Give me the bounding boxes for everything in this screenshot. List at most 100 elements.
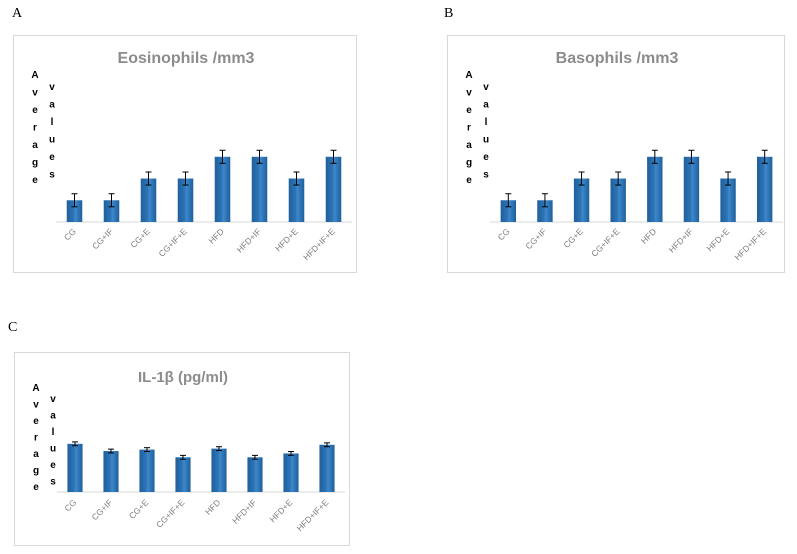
- x-tick-label: HFD+IF+E: [732, 226, 768, 262]
- x-tick-label: CG+E: [128, 226, 152, 250]
- bar-CG+E: [573, 178, 590, 222]
- bar-HFD: [647, 156, 663, 222]
- bar-CG+IF: [537, 200, 553, 222]
- svg-text:l: l: [485, 117, 488, 128]
- svg-text:a: a: [50, 411, 56, 422]
- bar-CG: [66, 200, 83, 222]
- svg-text:a: a: [32, 140, 38, 151]
- bar-CG+IF+E: [610, 178, 626, 222]
- error-bar-HFD: [219, 149, 226, 164]
- bar-HFD+E: [283, 453, 299, 492]
- svg-text:e: e: [33, 416, 39, 427]
- svg-text:l: l: [51, 117, 54, 128]
- error-bar-CG+IF: [541, 193, 548, 208]
- svg-text:s: s: [50, 477, 56, 488]
- bar-CG+IF+E: [177, 178, 194, 222]
- error-bar-CG+E: [144, 447, 150, 453]
- error-bar-HFD+E: [293, 171, 300, 186]
- svg-text:e: e: [483, 152, 489, 163]
- error-bar-CG+IF: [108, 193, 115, 208]
- bar-CG+E: [139, 449, 155, 492]
- error-bar-CG+IF+E: [182, 171, 189, 186]
- svg-text:A: A: [32, 383, 39, 394]
- x-tick-label: HFD+IF: [667, 226, 695, 254]
- bar-CG+IF+E: [175, 457, 191, 492]
- x-tick-label: HFD+IF+E: [301, 226, 337, 262]
- x-tick-label: CG: [62, 497, 78, 513]
- x-tick-label: HFD+E: [705, 226, 732, 253]
- error-bar-CG+E: [578, 171, 585, 186]
- x-tick-label: HFD: [206, 226, 225, 245]
- error-bar-HFD+E: [725, 171, 732, 186]
- bar-CG+IF: [103, 200, 120, 222]
- error-bar-HFD+IF: [688, 149, 695, 164]
- svg-text:e: e: [32, 105, 38, 116]
- svg-text:s: s: [49, 170, 55, 181]
- chart-title: Eosinophils /mm3: [118, 50, 255, 67]
- svg-text:a: a: [49, 100, 55, 111]
- bar-HFD: [211, 448, 227, 492]
- x-tick-label: CG+IF: [523, 226, 548, 251]
- svg-text:u: u: [49, 135, 55, 146]
- x-tick-label: CG+E: [127, 497, 151, 521]
- x-tick-label: CG+IF: [90, 226, 115, 251]
- error-bar-HFD+IF+E: [330, 149, 337, 164]
- svg-text:v: v: [33, 400, 39, 411]
- error-bar-HFD+E: [288, 451, 294, 456]
- svg-text:s: s: [483, 170, 489, 181]
- chart-title: Basophils /mm3: [556, 50, 679, 67]
- svg-text:v: v: [50, 394, 56, 405]
- bar-CG: [500, 200, 517, 222]
- error-bar-CG: [505, 193, 512, 208]
- error-bar-CG+E: [145, 171, 152, 186]
- svg-text:u: u: [483, 135, 489, 146]
- x-tick-label: CG+IF+E: [589, 226, 622, 259]
- bar-HFD+IF+E: [325, 156, 342, 222]
- x-tick-label: CG: [62, 226, 78, 242]
- bar-HFD: [214, 156, 231, 222]
- svg-text:e: e: [466, 175, 472, 186]
- x-tick-label: CG+IF+E: [154, 497, 187, 530]
- error-bar-HFD+IF: [252, 454, 258, 460]
- bar-CG: [67, 443, 83, 492]
- svg-text:l: l: [52, 427, 55, 438]
- x-tick-label: CG: [496, 226, 512, 242]
- bar-HFD+E: [720, 178, 736, 222]
- panel-letter-a: A: [12, 6, 23, 21]
- bar-CG+IF: [103, 451, 119, 492]
- svg-text:a: a: [33, 449, 39, 460]
- bar-HFD+E: [288, 178, 305, 222]
- svg-text:r: r: [34, 433, 38, 444]
- svg-text:g: g: [466, 158, 472, 169]
- error-bar-HFD: [216, 446, 222, 452]
- x-tick-label: HFD: [203, 497, 222, 516]
- svg-text:r: r: [33, 123, 37, 134]
- svg-text:v: v: [32, 88, 38, 99]
- x-tick-label: HFD: [639, 226, 658, 245]
- error-bar-CG+IF+E: [180, 454, 186, 460]
- error-bar-CG+IF+E: [615, 171, 622, 186]
- error-bar-CG+IF: [108, 448, 114, 454]
- bar-HFD+IF: [251, 156, 268, 222]
- panel-letter-c: C: [8, 320, 18, 335]
- error-bar-HFD+IF: [256, 149, 263, 164]
- x-tick-label: HFD+IF: [235, 226, 263, 254]
- error-bar-CG: [71, 193, 78, 208]
- svg-text:g: g: [32, 158, 38, 169]
- svg-text:e: e: [466, 105, 472, 116]
- bar-HFD+IF+E: [319, 444, 335, 492]
- x-tick-label: HFD+E: [273, 226, 300, 253]
- svg-text:e: e: [49, 152, 55, 163]
- svg-text:g: g: [33, 466, 39, 477]
- svg-text:a: a: [466, 140, 472, 151]
- x-tick-label: CG+E: [561, 226, 585, 250]
